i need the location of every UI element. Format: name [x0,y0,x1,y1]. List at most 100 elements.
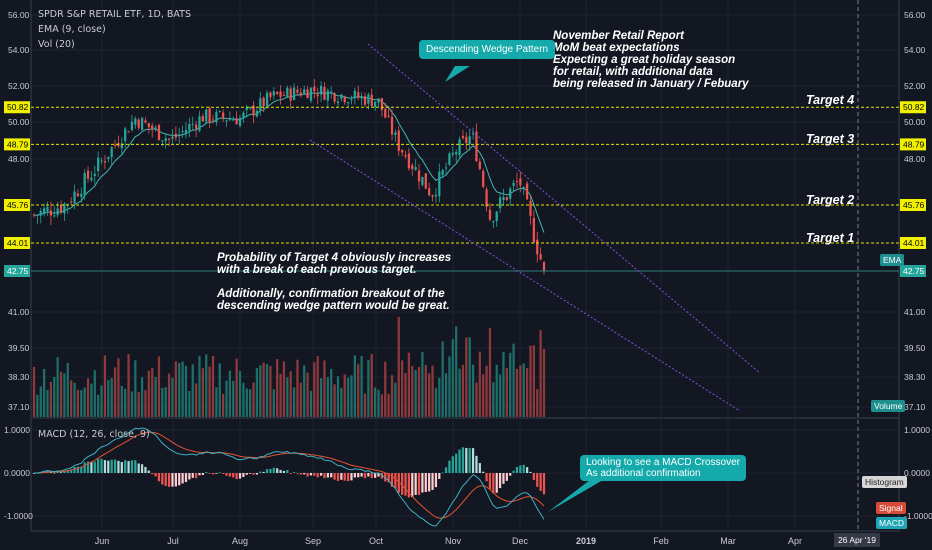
price-tick-left: 39.50 [8,343,30,353]
volume-bar [286,377,289,417]
volume-bar [76,389,80,417]
volume-bar [492,382,495,417]
volume-bar [178,362,181,417]
candle-body [164,138,167,142]
macd-histogram-bar [73,466,76,473]
candle-body [49,210,53,216]
volume-bar [363,393,367,417]
volume-bar [468,337,471,417]
volume-bar [431,365,434,417]
macd-histogram-bar [309,473,313,476]
volume-bar [326,377,329,417]
macd-histogram-bar [124,460,127,473]
volume-bar [262,362,265,417]
macd-histogram-bar [319,473,323,476]
volume-bar [509,352,512,417]
candle-body [154,127,157,129]
price-tick-right: 41.00 [904,307,926,317]
macd-histogram-bar [296,473,299,474]
price-marker-right [900,265,926,277]
volume-bar [245,388,248,417]
date-tick: Apr [788,536,802,546]
candle-body [455,151,458,155]
price-marker-right [900,237,926,249]
volume-bar [255,368,259,417]
volume-bar [519,365,522,417]
candle-body [63,203,66,214]
macd-histogram-bar [137,463,140,473]
candle-body [269,92,272,98]
candle-body [43,208,46,215]
volume-bar [282,361,286,417]
volume-bar [316,356,319,417]
candle-body [492,221,495,223]
macd-histogram-bar [252,473,255,475]
macd-histogram-bar [485,473,488,482]
date-tick: Jul [167,536,179,546]
volume-bar [174,361,177,417]
candle-body [279,91,282,98]
candle-body [205,109,208,122]
macd-tick-left: 1.0000 [4,425,30,435]
candle-body [330,91,333,93]
price-tick-right: 54.00 [904,45,926,55]
macd-histogram-bar [360,473,363,477]
macd-histogram-bar [205,471,208,473]
macd-histogram-bar [323,473,326,479]
macd-histogram-bar [370,473,373,479]
macd-histogram-bar [390,473,394,487]
macd-histogram-bar [363,473,367,479]
macd-histogram-bar [191,473,194,478]
volume-bar [228,370,232,417]
volume-bar [191,364,194,417]
volume-bar [515,368,519,417]
candle-body [93,173,96,176]
volume-bar [424,365,427,417]
macd-histogram-bar [140,464,144,473]
macd-histogram-bar [110,459,113,473]
macd-histogram-bar [107,460,110,473]
price-tick-right: 39.50 [904,343,926,353]
volume-bar [70,380,73,417]
volume-bar [404,372,407,417]
date-tick: Dec [512,536,529,546]
wedge-callout-pointer [445,66,470,82]
macd-histogram-bar [340,473,343,480]
candle-body [56,208,59,216]
candle-body [238,117,242,126]
candle-body [539,254,542,260]
volume-bar [49,381,53,417]
macd-histogram-bar [387,473,390,483]
volume-bar [292,387,296,417]
volume-bar [522,363,525,417]
volume-bar [346,377,350,417]
volume-bar [411,366,414,417]
candle-body [235,118,238,125]
candle-body [515,180,519,182]
candle-body [276,91,279,95]
macd-histogram-bar [525,467,529,473]
volume-bar [455,326,458,417]
candle-body [188,123,191,131]
macd-histogram-bar [76,466,80,473]
candle-body [401,149,404,153]
wedge-upper-line [367,43,761,374]
candle-body [167,138,171,140]
macd-histogram-bar [174,473,177,487]
volume-bar [539,330,542,417]
volume-bar [488,328,492,417]
macd-histogram-bar [66,470,69,473]
price-marker-right-text: 42.75 [903,266,925,276]
volume-bar [401,360,404,417]
volume-bar [144,390,147,417]
volume-bar [124,388,127,417]
candle-body [208,108,211,123]
macd-histogram-bar [194,473,198,479]
volume-bar [249,389,252,417]
candle-body [333,93,336,102]
macd-histogram-bar [316,473,319,478]
candle-body [181,130,184,132]
candle-body [367,94,370,104]
macd-histogram-bar [421,473,424,493]
